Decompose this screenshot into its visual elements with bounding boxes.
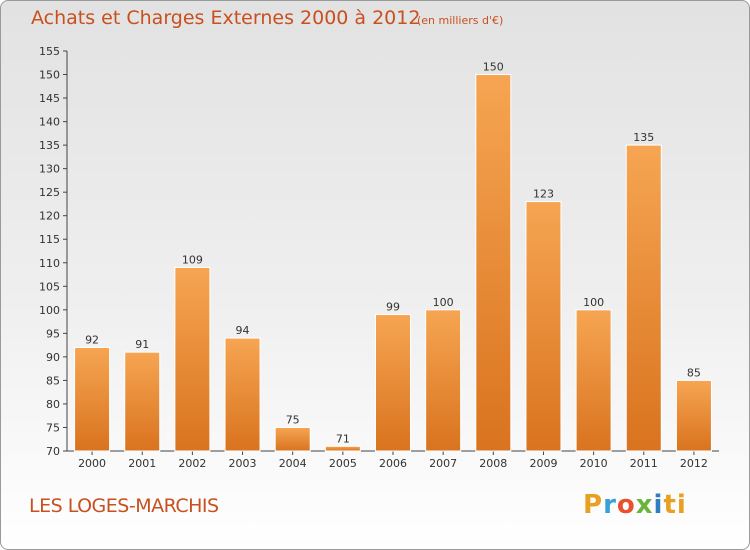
data-label: 109 bbox=[182, 253, 203, 266]
y-tick-label: 80 bbox=[46, 398, 60, 411]
bar bbox=[324, 445, 361, 452]
x-tick-label: 2002 bbox=[178, 457, 206, 470]
y-tick-label: 135 bbox=[39, 139, 60, 152]
data-label: 100 bbox=[583, 296, 604, 309]
data-label: 94 bbox=[236, 324, 250, 337]
logo-letter: ti bbox=[663, 490, 687, 520]
logo-letter: o bbox=[616, 490, 636, 520]
x-tick-label: 2006 bbox=[379, 457, 407, 470]
x-tick-label: 2008 bbox=[479, 457, 507, 470]
commune-name: LES LOGES-MARCHIS bbox=[29, 495, 219, 517]
bar bbox=[174, 266, 211, 452]
data-label: 85 bbox=[687, 366, 701, 379]
y-tick-label: 70 bbox=[46, 445, 60, 458]
x-tick-label: 2007 bbox=[429, 457, 457, 470]
chart-title: Achats et Charges Externes 2000 à 2012 bbox=[31, 7, 421, 29]
y-tick-label: 110 bbox=[39, 257, 60, 270]
y-tick-label: 85 bbox=[46, 374, 60, 387]
y-tick-label: 100 bbox=[39, 304, 60, 317]
data-label: 71 bbox=[336, 432, 350, 445]
x-tick-label: 2000 bbox=[78, 457, 106, 470]
logo-letter: i bbox=[653, 490, 664, 520]
proxiti-logo: Proxiti bbox=[583, 490, 687, 520]
x-tick-label: 2005 bbox=[329, 457, 357, 470]
y-tick-label: 120 bbox=[39, 210, 60, 223]
x-tick-label: 2004 bbox=[279, 457, 307, 470]
data-label: 91 bbox=[135, 338, 149, 351]
bar bbox=[525, 201, 562, 452]
y-tick-label: 90 bbox=[46, 351, 60, 364]
bar bbox=[575, 309, 612, 452]
bar bbox=[625, 144, 662, 452]
unit-note: (en milliers d'€) bbox=[417, 14, 504, 27]
y-tick-label: 105 bbox=[39, 280, 60, 293]
y-tick-label: 140 bbox=[39, 116, 60, 129]
data-label: 99 bbox=[386, 301, 400, 314]
bar bbox=[675, 379, 712, 452]
y-tick-label: 75 bbox=[46, 421, 60, 434]
y-tick-label: 115 bbox=[39, 233, 60, 246]
y-tick-label: 125 bbox=[39, 186, 60, 199]
x-tick-label: 2010 bbox=[580, 457, 608, 470]
logo-letter: x bbox=[635, 490, 654, 520]
data-label: 92 bbox=[85, 333, 99, 346]
y-tick-label: 95 bbox=[46, 327, 60, 340]
bar bbox=[224, 337, 261, 452]
y-tick-label: 130 bbox=[39, 163, 60, 176]
x-tick-label: 2012 bbox=[680, 457, 708, 470]
x-tick-label: 2001 bbox=[128, 457, 156, 470]
y-tick-label: 150 bbox=[39, 69, 60, 82]
y-tick-label: 145 bbox=[39, 92, 60, 105]
bar bbox=[124, 351, 161, 452]
bar bbox=[74, 346, 111, 452]
y-tick-label: 155 bbox=[39, 45, 60, 58]
data-label: 135 bbox=[633, 131, 654, 144]
bar bbox=[475, 74, 512, 452]
bar bbox=[425, 309, 462, 452]
x-tick-label: 2009 bbox=[529, 457, 557, 470]
data-label: 150 bbox=[483, 61, 504, 74]
logo-letter: r bbox=[603, 490, 617, 520]
bar bbox=[274, 426, 311, 452]
data-label: 75 bbox=[286, 413, 300, 426]
bar bbox=[375, 314, 411, 452]
data-label: 100 bbox=[433, 296, 454, 309]
logo-letter: P bbox=[583, 490, 604, 520]
data-label: 123 bbox=[533, 188, 554, 201]
x-tick-label: 2011 bbox=[630, 457, 658, 470]
x-tick-label: 2003 bbox=[229, 457, 257, 470]
